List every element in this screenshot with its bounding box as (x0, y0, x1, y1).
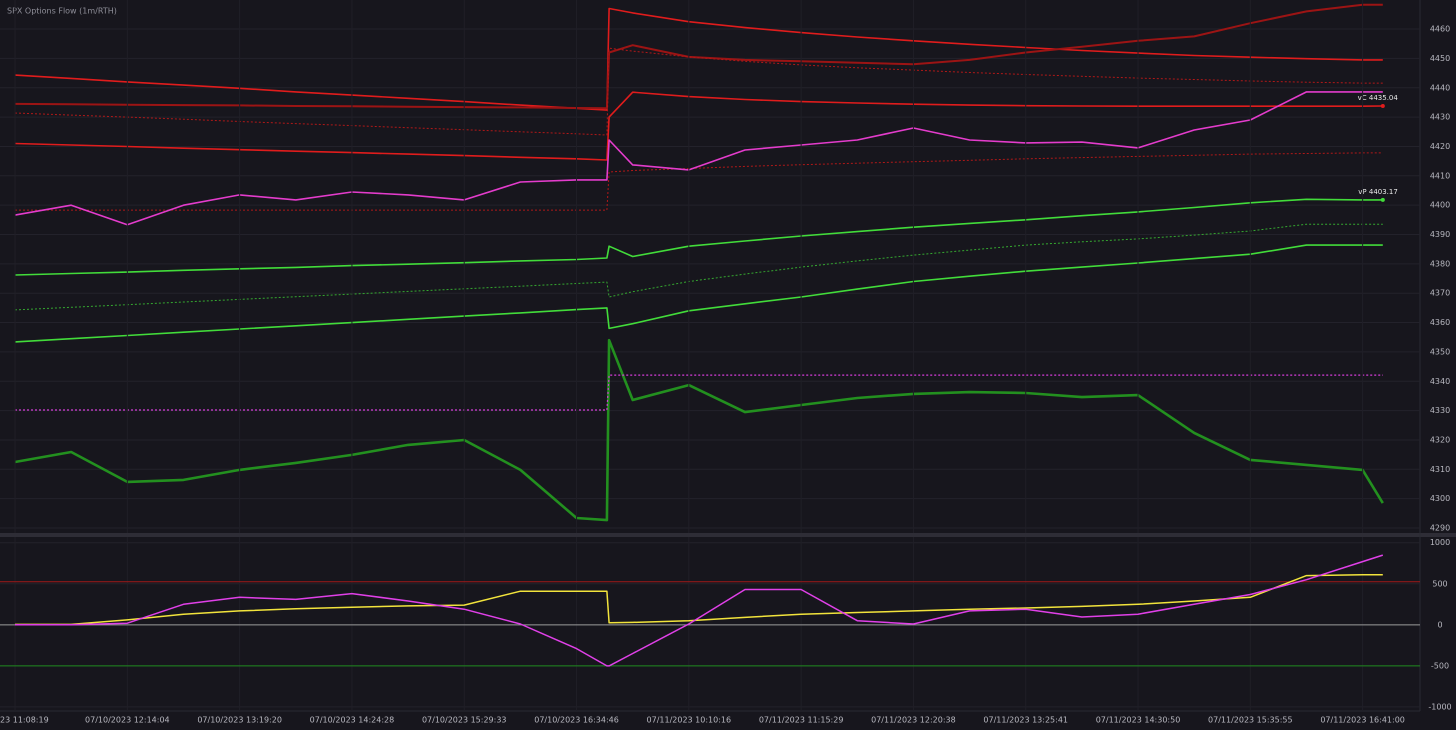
y-tick-label: 4290 (1430, 524, 1450, 533)
y-tick-label: 4310 (1430, 465, 1450, 474)
series-line (14, 7, 1383, 111)
series-line (14, 198, 1383, 276)
y-tick-label: -1000 (1428, 702, 1451, 711)
y-tick-label: 4400 (1430, 201, 1450, 210)
y-tick-label: 4380 (1430, 259, 1450, 268)
series-label: vC 4435.04 (1358, 94, 1399, 102)
x-tick-label: 07/10/2023 14:24:28 (310, 716, 395, 725)
y-tick-label: 4430 (1430, 113, 1450, 122)
series-line (15, 574, 1383, 626)
series-line (14, 3, 1383, 110)
y-tick-label: 4350 (1430, 347, 1450, 356)
y-tick-label: 4300 (1430, 494, 1450, 503)
x-tick-label: 23 11:08:19 (0, 716, 49, 725)
x-tick-label: 07/11/2023 10:10:16 (647, 716, 732, 725)
series-line (14, 47, 1383, 136)
series-line (14, 91, 1383, 161)
x-tick-label: 07/10/2023 13:19:20 (197, 716, 282, 725)
y-tick-label: 4340 (1430, 377, 1450, 386)
series-line (14, 223, 1383, 311)
y-tick-label: 4330 (1430, 406, 1450, 415)
x-tick-label: 07/11/2023 13:25:41 (983, 716, 1068, 725)
series-line (15, 152, 1383, 211)
end-dot (1380, 103, 1385, 108)
y-tick-label: 500 (1432, 579, 1447, 588)
panel-divider (0, 533, 1456, 537)
x-tick-label: 07/11/2023 15:35:55 (1208, 716, 1293, 725)
y-tick-label: 4410 (1430, 171, 1450, 180)
y-tick-label: 4460 (1430, 25, 1450, 34)
y-tick-label: 4360 (1430, 318, 1450, 327)
series-line (14, 244, 1383, 343)
x-tick-label: 07/11/2023 12:20:38 (871, 716, 956, 725)
y-tick-label: -500 (1431, 661, 1449, 670)
x-tick-label: 07/10/2023 15:29:33 (422, 716, 507, 725)
end-dot (1380, 197, 1385, 202)
x-tick-label: 07/11/2023 14:30:50 (1096, 716, 1181, 725)
y-tick-label: 4320 (1430, 435, 1450, 444)
series-line (14, 91, 1383, 226)
y-tick-label: 4370 (1430, 289, 1450, 298)
x-tick-label: 07/11/2023 16:41:00 (1320, 716, 1405, 725)
y-tick-label: 4420 (1430, 142, 1450, 151)
x-tick-label: 07/10/2023 12:14:04 (85, 716, 170, 725)
y-tick-label: 0 (1437, 620, 1442, 629)
y-tick-label: 4450 (1430, 54, 1450, 63)
series-line (15, 374, 1383, 411)
y-tick-label: 1000 (1430, 538, 1450, 547)
chart-title: SPX Options Flow (1m/RTH) (7, 7, 117, 16)
y-tick-label: 4390 (1430, 230, 1450, 239)
series-label: vP 4403.17 (1358, 188, 1398, 196)
x-tick-label: 07/10/2023 16:34:46 (534, 716, 619, 725)
series-line (14, 338, 1384, 522)
series-line (15, 554, 1384, 667)
y-tick-label: 4440 (1430, 83, 1450, 92)
x-tick-label: 07/11/2023 11:15:29 (759, 716, 844, 725)
